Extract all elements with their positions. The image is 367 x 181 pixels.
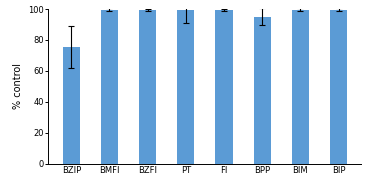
Bar (254, 17, 271, 164)
Bar (63, 47, 80, 164)
Bar (139, 10, 156, 164)
Bar (101, 10, 118, 164)
Y-axis label: % control: % control (13, 63, 23, 109)
Bar (292, 10, 309, 164)
Bar (330, 10, 347, 164)
Bar (215, 10, 233, 164)
Bar (177, 10, 195, 164)
